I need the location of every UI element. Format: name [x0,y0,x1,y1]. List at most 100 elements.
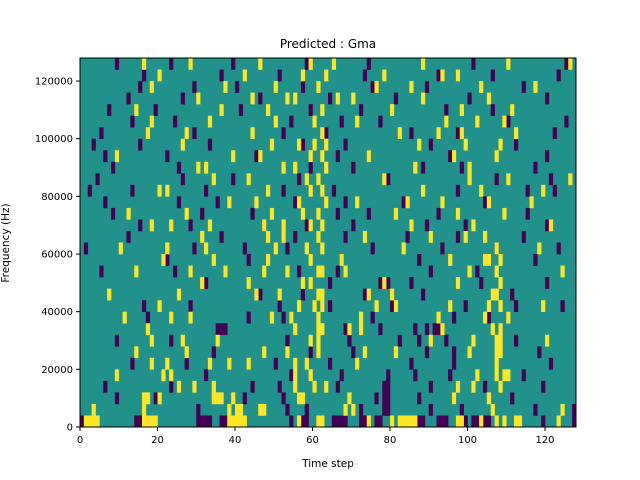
heatmap-cell-high [351,403,356,416]
heatmap-cell-low [211,346,216,359]
y-tick-label: 120000 [35,77,73,88]
heatmap-cell-low [196,415,201,428]
heatmap-cell-high [169,311,174,324]
heatmap-cell-low [448,150,453,163]
heatmap-cell-low [114,58,120,70]
heatmap-cell-low [386,380,391,393]
heatmap-cell-high [343,403,348,416]
heatmap-cell-high [335,92,340,105]
heatmap-cell-high [300,392,306,405]
heatmap-cell-high [316,173,321,186]
heatmap-cell-high [479,81,484,93]
heatmap-cell-low [180,92,185,105]
heatmap-cell-low [138,415,143,428]
heatmap-cell-high [215,334,220,347]
heatmap-cell-low [382,380,387,393]
heatmap-cell-low [459,161,464,174]
heatmap-cell-low [436,207,441,220]
heatmap-cell-high [421,92,426,105]
heatmap-cell-high [165,184,170,197]
heatmap-cell-high [207,219,213,232]
heatmap-cell-high [223,81,228,93]
heatmap-cell-high [114,150,120,163]
heatmap-cell-low [347,334,352,347]
heatmap-cell-high [498,138,503,151]
heatmap-cell-high [506,369,511,382]
heatmap-cell-low [351,219,356,232]
heatmap-cell-high [227,196,232,209]
heatmap-cell-high [390,104,395,116]
heatmap-cell-high [204,242,209,255]
heatmap-cell-high [331,58,337,70]
heatmap-cell-high [556,415,561,428]
heatmap-cell-low [289,415,294,428]
x-tick-label: 20 [151,435,164,446]
heatmap-cell-low [436,323,441,336]
heatmap-cell-low [300,288,306,301]
heatmap-cell-low [130,357,135,370]
heatmap-cell-high [289,311,294,324]
heatmap-cell-low [545,277,550,289]
heatmap-cell-high [467,265,472,278]
heatmap-cell-low [145,311,151,324]
heatmap-cell-low [130,184,135,197]
heatmap-cell-low [413,369,418,382]
heatmap-cell-low [188,219,193,232]
heatmap-cell-high [374,300,379,312]
heatmap-cell-low [238,104,244,116]
heatmap-cell-high [157,392,162,405]
heatmap-cell-high [421,58,426,70]
heatmap-cell-high [320,288,325,301]
heatmap-cell-high [351,92,356,105]
heatmap-cell-low [111,161,116,174]
heatmap-cell-high [320,242,325,255]
heatmap-cell-high [304,242,309,255]
heatmap-cell-low [281,184,286,197]
heatmap-cell-high [258,58,263,70]
x-tick-label: 40 [229,435,242,446]
heatmap-cell-low [386,403,391,416]
heatmap-cell-low [335,415,340,428]
heatmap-cell-low [215,323,220,336]
heatmap-cell-high [320,184,325,197]
heatmap-cell-low [463,300,468,312]
heatmap-cell-high [467,173,472,186]
heatmap-cell-low [428,380,433,393]
heatmap-cell-high [196,161,201,174]
heatmap-cell-low [560,300,565,312]
heatmap-cell-low [339,415,344,428]
heatmap-cell-low [362,288,368,301]
heatmap-cell-low [153,392,158,405]
heatmap-cell-high [142,392,147,405]
heatmap-cell-high [308,277,313,289]
heatmap-cell-high [486,254,492,266]
heatmap-cell-high [467,161,472,174]
heatmap-cell-high [498,254,503,266]
heatmap-cell-high [448,300,453,312]
heatmap-cell-high [254,288,259,301]
heatmap-cell-high [417,138,422,151]
heatmap-cell-low [169,58,174,70]
heatmap-cell-high [258,150,263,163]
heatmap-cell-high [308,219,313,232]
heatmap-cell-high [471,380,476,393]
heatmap-cell-high [366,415,371,428]
heatmap-cell-low [285,403,290,416]
heatmap-cell-high [246,277,251,289]
heatmap-cell-low [335,150,340,163]
heatmap-cell-high [293,323,298,336]
heatmap-cell-low [452,357,457,370]
heatmap-cell-low [564,115,569,128]
heatmap-cell-low [564,58,569,70]
heatmap-cell-high [145,127,151,140]
heatmap-cell-high [401,415,406,428]
heatmap-cell-low [246,254,251,266]
heatmap-cell-high [293,380,298,393]
heatmap-cell-low [552,127,557,140]
heatmap-cell-low [300,81,306,93]
heatmap-cell-high [184,207,189,220]
heatmap-cell-high [95,415,100,428]
heatmap-cell-high [188,311,193,324]
x-axis-label: Time step [301,458,354,470]
x-tick-label: 100 [458,435,477,446]
